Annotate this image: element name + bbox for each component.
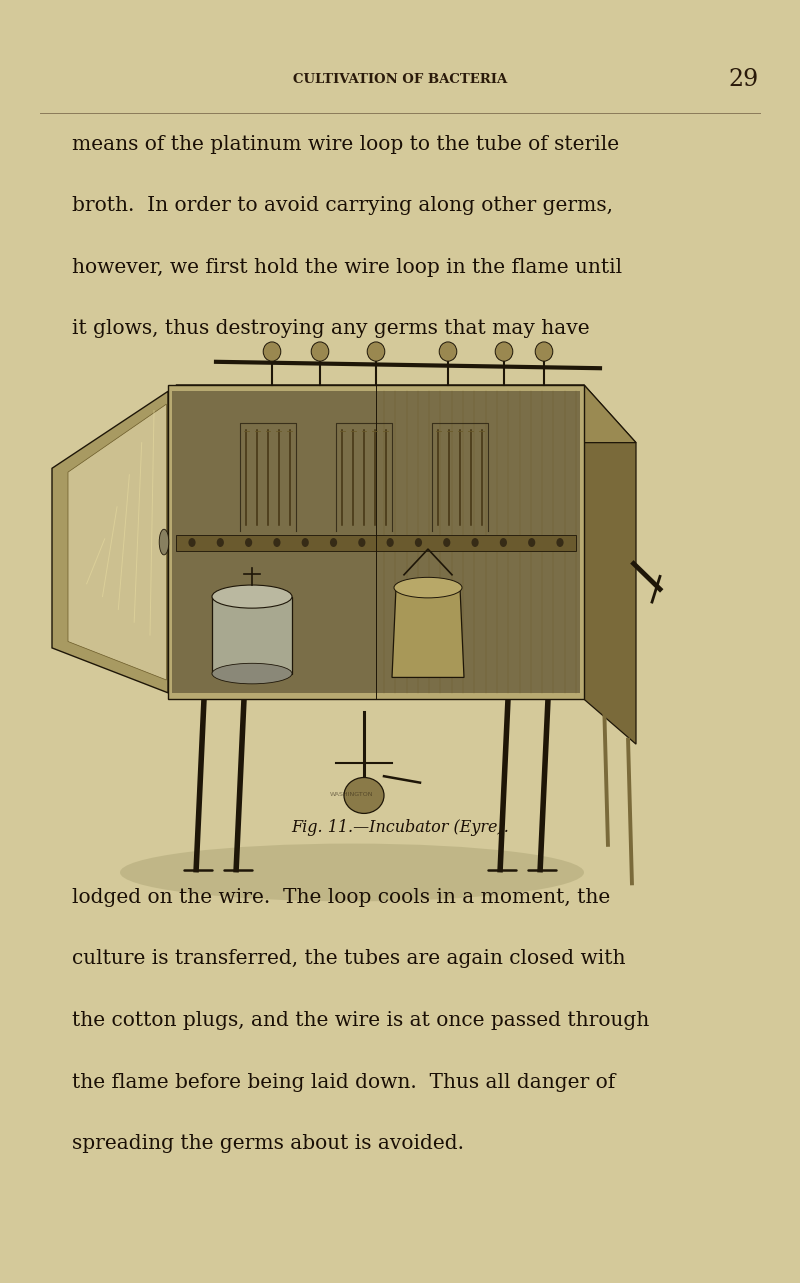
Ellipse shape [500,538,507,547]
Polygon shape [584,385,636,744]
Ellipse shape [415,538,422,547]
Text: lodged on the wire.  The loop cools in a moment, the: lodged on the wire. The loop cools in a … [72,888,610,907]
Ellipse shape [217,538,224,547]
Ellipse shape [528,538,535,547]
Text: means of the platinum wire loop to the tube of sterile: means of the platinum wire loop to the t… [72,135,619,154]
Text: the cotton plugs, and the wire is at once passed through: the cotton plugs, and the wire is at onc… [72,1011,650,1030]
Bar [176,535,576,552]
Text: culture is transferred, the tubes are again closed with: culture is transferred, the tubes are ag… [72,949,626,969]
Text: broth.  In order to avoid carrying along other germs,: broth. In order to avoid carrying along … [72,196,613,216]
Text: it glows, thus destroying any germs that may have: it glows, thus destroying any germs that… [72,319,590,339]
Ellipse shape [535,341,553,362]
Text: Fig. 11.—Incubator (Eyre).: Fig. 11.—Incubator (Eyre). [291,819,509,835]
Ellipse shape [386,538,394,547]
Ellipse shape [189,538,196,547]
Ellipse shape [212,663,292,684]
Bar [172,391,580,693]
Polygon shape [392,588,464,677]
Bar [376,385,584,699]
Ellipse shape [471,538,478,547]
Ellipse shape [311,341,329,362]
Ellipse shape [358,538,366,547]
Ellipse shape [330,538,337,547]
Bar [168,385,584,699]
Polygon shape [68,404,166,680]
Ellipse shape [344,777,384,813]
Text: WASHINGTON: WASHINGTON [330,792,374,797]
Text: however, we first hold the wire loop in the flame until: however, we first hold the wire loop in … [72,258,622,277]
Ellipse shape [495,341,513,362]
Text: the flame before being laid down.  Thus all danger of: the flame before being laid down. Thus a… [72,1073,615,1092]
Ellipse shape [212,585,292,608]
Ellipse shape [302,538,309,547]
Ellipse shape [120,844,584,901]
Text: CULTIVATION OF BACTERIA: CULTIVATION OF BACTERIA [293,73,507,86]
Ellipse shape [557,538,563,547]
Text: spreading the germs about is avoided.: spreading the germs about is avoided. [72,1134,464,1153]
Ellipse shape [367,341,385,362]
Ellipse shape [159,529,169,554]
Ellipse shape [245,538,252,547]
Bar [212,597,292,674]
Polygon shape [52,391,168,693]
Ellipse shape [394,577,462,598]
Ellipse shape [263,341,281,362]
Ellipse shape [439,341,457,362]
Ellipse shape [443,538,450,547]
Polygon shape [176,385,636,443]
Text: 29: 29 [729,68,759,91]
Ellipse shape [274,538,281,547]
